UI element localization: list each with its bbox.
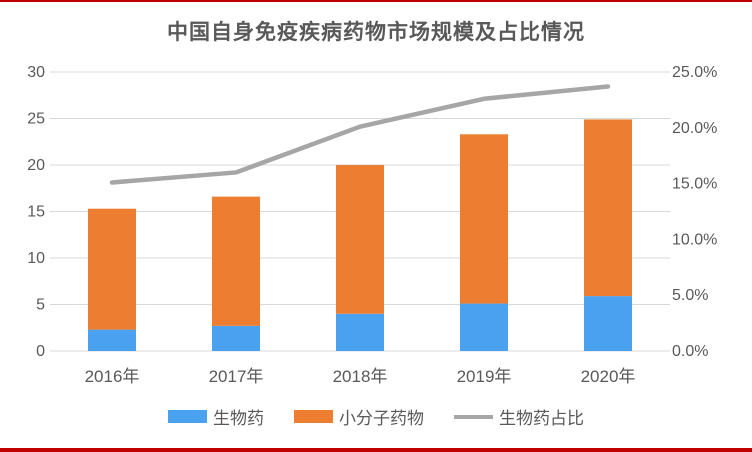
legend-item-small-molecule[interactable]: 小分子药物: [294, 404, 424, 429]
right-axis-tick-label: 0.0%: [672, 343, 708, 360]
legend-item-biologics[interactable]: 生物药: [168, 404, 264, 429]
right-axis-tick-label: 5.0%: [672, 287, 708, 304]
biologics-swatch-icon: [168, 410, 207, 423]
x-axis-label: 2016年: [85, 367, 140, 386]
small-molecule-swatch-icon: [294, 410, 333, 423]
left-axis-tick-label: 0: [36, 343, 45, 360]
bar-small-molecule-2: [336, 165, 384, 314]
left-axis-tick-label: 15: [27, 204, 45, 221]
bar-biologics-0: [88, 329, 136, 351]
legend-label-biologics-share: 生物药占比: [499, 409, 584, 428]
bar-small-molecule-4: [584, 119, 632, 297]
bar-small-molecule-1: [212, 196, 260, 326]
x-axis-label: 2019年: [457, 367, 512, 386]
left-axis-tick-label: 30: [27, 64, 45, 81]
legend: 生物药 小分子药物 生物药占比: [0, 404, 752, 429]
legend-label-small-molecule: 小分子药物: [339, 409, 424, 428]
bar-biologics-4: [584, 296, 632, 351]
chart-title: 中国自身免疫疾病药物市场规模及占比情况: [167, 21, 585, 44]
left-axis-tick-label: 20: [27, 157, 45, 174]
left-axis-tick-label: 25: [27, 111, 45, 128]
x-axis-label: 2017年: [209, 367, 264, 386]
bar-small-molecule-0: [88, 208, 136, 330]
x-axis-label: 2018年: [333, 367, 388, 386]
biologics-share-line-swatch-icon: [454, 414, 493, 419]
bar-biologics-1: [212, 325, 260, 351]
right-axis-tick-label: 25.0%: [672, 64, 717, 81]
biologics-share-line: [109, 84, 611, 185]
bar-biologics-3: [460, 303, 508, 351]
left-axis-tick-label: 5: [36, 297, 45, 314]
bar-biologics-2: [336, 313, 384, 351]
x-axis-label: 2020年: [581, 367, 636, 386]
top-border-rule: [0, 0, 752, 2]
bottom-border-rule: [0, 448, 752, 452]
right-axis-tick-label: 15.0%: [672, 176, 717, 193]
right-axis-tick-label: 20.0%: [672, 120, 717, 137]
bar-small-molecule-3: [460, 134, 508, 304]
legend-item-biologics-share[interactable]: 生物药占比: [454, 404, 584, 429]
legend-label-biologics: 生物药: [213, 409, 264, 428]
left-axis-tick-label: 10: [27, 250, 45, 267]
right-axis-tick-label: 10.0%: [672, 231, 717, 248]
